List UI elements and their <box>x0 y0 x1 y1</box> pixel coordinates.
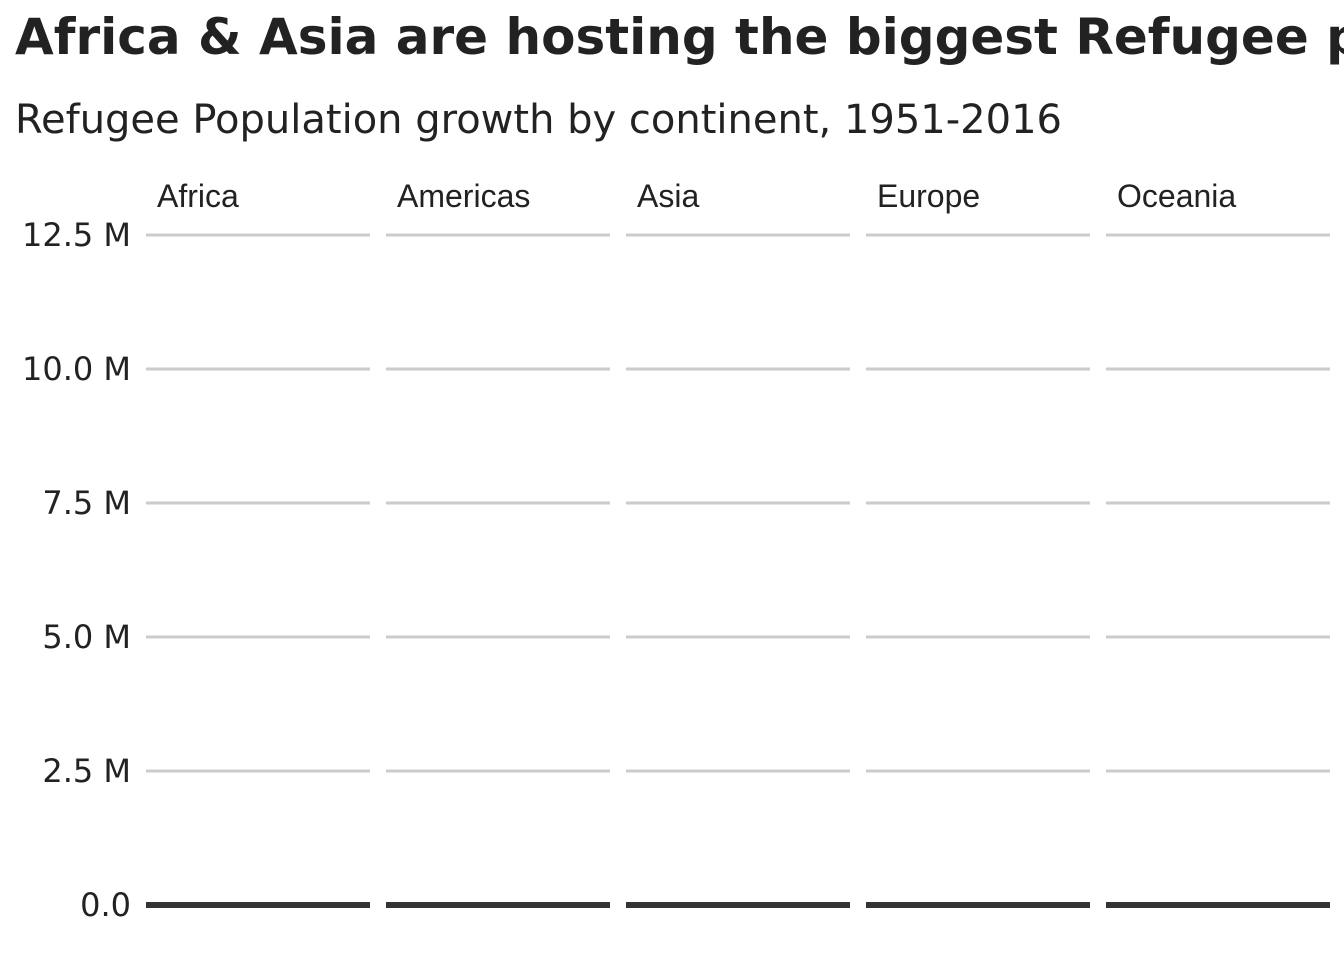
y-tick-label: 10.0 M <box>22 350 131 388</box>
y-tick-label: 2.5 M <box>42 752 131 790</box>
y-tick-label: 7.5 M <box>42 484 131 522</box>
facet-label: Asia <box>637 178 699 214</box>
facet-label: Oceania <box>1117 178 1236 214</box>
y-tick-label: 12.5 M <box>22 216 131 254</box>
chart-subtitle: Refugee Population growth by continent, … <box>15 97 1062 143</box>
facet-panels: Africa Americas Asia Europe Oceania <box>146 178 1330 908</box>
y-tick-label: 5.0 M <box>42 618 131 656</box>
facet-label: Europe <box>877 178 980 214</box>
facet-label: Americas <box>397 178 530 214</box>
facet-panel: Africa <box>146 178 370 908</box>
chart-title: Africa & Asia are hosting the biggest Re… <box>15 8 1344 66</box>
y-axis: 0.0 2.5 M 5.0 M 7.5 M 10.0 M 12.5 M <box>22 216 131 924</box>
facet-panel: Oceania <box>1106 178 1330 908</box>
facet-panel: Asia <box>626 178 850 908</box>
facet-label: Africa <box>157 178 239 214</box>
y-tick-label: 0.0 <box>80 886 131 924</box>
facet-panel: Americas <box>386 178 610 908</box>
facet-panel: Europe <box>866 178 1090 908</box>
